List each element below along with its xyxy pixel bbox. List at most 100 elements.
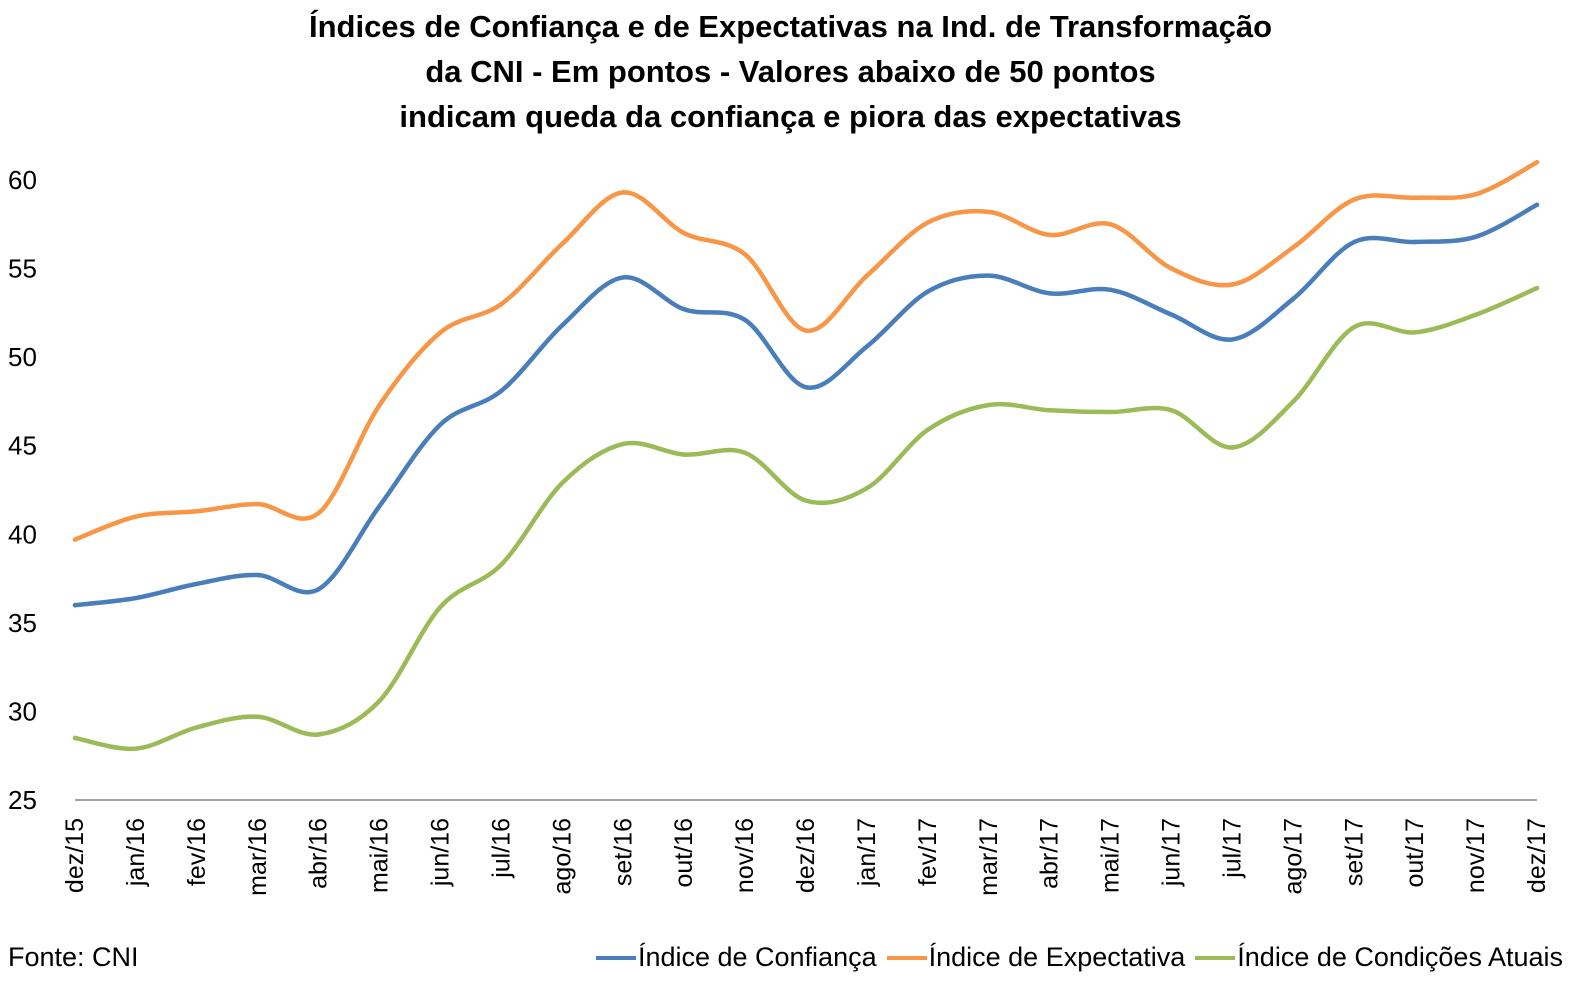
legend-swatch-confianca <box>595 955 636 960</box>
chart-title-line-3: indicam queda da confiança e piora das e… <box>399 99 1182 134</box>
y-tick-label: 25 <box>8 785 37 815</box>
series-1-point <box>1108 222 1113 227</box>
series-0-point <box>1169 312 1174 317</box>
y-tick-label: 40 <box>8 519 37 549</box>
y-tick-label: 30 <box>8 696 37 726</box>
series-0-point <box>438 422 443 427</box>
series-0-point <box>1291 296 1296 301</box>
x-tick-label: mar/16 <box>244 818 272 896</box>
series-2-point <box>1108 409 1113 415</box>
series-0-point <box>1047 291 1052 296</box>
series-0-point <box>1412 239 1418 245</box>
series-1-point <box>1412 195 1418 200</box>
series-0-point <box>1473 234 1479 239</box>
x-tick-label: nov/16 <box>731 818 759 893</box>
x-tick-label: jan/17 <box>853 818 881 887</box>
series-2-point <box>1352 324 1357 330</box>
chart-title-line-2: da CNI - Em pontos - Valores abaixo de 5… <box>425 54 1156 89</box>
series-2-point <box>438 604 443 610</box>
series-1-point <box>194 509 200 514</box>
series-1-point <box>316 510 321 516</box>
series-0-point <box>1534 202 1540 207</box>
series-2-point <box>986 402 991 408</box>
series-2-point <box>681 452 687 457</box>
series-2-point <box>925 427 931 432</box>
legend-label-confianca: Índice de Confiança <box>637 942 877 972</box>
series-2-point <box>560 480 565 486</box>
x-axis: dez/15 jan/16 fev/16 mar/16 abr/16 mai/16 jun/… <box>61 799 1551 896</box>
y-tick-label: 60 <box>8 165 37 195</box>
series-2-point <box>1473 312 1479 317</box>
series-1-point <box>1047 232 1052 238</box>
x-tick-label: jun/17 <box>1158 818 1186 887</box>
series-0-point <box>1230 337 1235 342</box>
y-axis: 25 30 35 40 45 50 55 60 <box>8 165 37 815</box>
x-tick-label: mai/16 <box>366 818 394 893</box>
legend: Índice de Confiança Índice de Expectativ… <box>595 942 1563 973</box>
x-tick-label: mai/17 <box>1097 818 1125 893</box>
legend-label-expectativa: Índice de Expectativa <box>928 942 1186 972</box>
x-tick-label: ago/16 <box>548 818 576 894</box>
series-0-point <box>621 275 626 280</box>
x-tick-label: jan/16 <box>122 818 150 887</box>
series-2-point <box>255 714 260 719</box>
series-line-1 <box>72 160 1540 542</box>
series-0-point <box>133 595 139 601</box>
series-1-point <box>621 190 626 195</box>
series-layer <box>72 160 1540 752</box>
legend-swatch-expectativa <box>886 955 927 960</box>
legend-item-confianca: Índice de Confiança <box>595 942 877 973</box>
y-tick-label: 45 <box>8 431 37 461</box>
series-1-point <box>803 328 809 333</box>
series-2-point <box>377 698 382 703</box>
series-2-point <box>803 498 809 503</box>
series-1-point <box>377 402 382 408</box>
series-2-point <box>864 486 870 491</box>
series-1-point <box>255 501 260 507</box>
series-line-0 <box>72 202 1540 608</box>
x-tick-label: mar/17 <box>975 818 1003 896</box>
series-1-point <box>1352 197 1357 202</box>
series-0-point <box>255 572 260 578</box>
series-0-point <box>377 503 382 509</box>
series-0-point <box>986 273 991 278</box>
y-tick-label: 35 <box>8 608 37 638</box>
x-tick-label: jul/17 <box>1218 818 1246 879</box>
x-tick-label: fev/17 <box>914 818 942 886</box>
series-2-point <box>1230 445 1235 450</box>
series-2-point <box>1169 408 1174 413</box>
series-2-point <box>316 732 321 737</box>
series-1-point <box>133 514 139 519</box>
x-tick-label: ago/17 <box>1279 818 1307 894</box>
x-tick-label: out/16 <box>670 818 698 888</box>
series-1-point <box>1230 282 1235 287</box>
y-tick-label: 50 <box>8 342 37 372</box>
x-tick-label: dez/15 <box>61 818 89 893</box>
legend-item-expectativa: Índice de Expectativa <box>886 942 1186 973</box>
series-0-point <box>1108 287 1113 293</box>
series-1-point <box>1169 266 1174 271</box>
x-tick-label: out/17 <box>1401 818 1429 888</box>
series-0-point <box>681 307 687 312</box>
x-tick-label: nov/17 <box>1462 818 1490 893</box>
x-tick-label: set/17 <box>1340 818 1368 886</box>
series-0-point <box>742 317 748 323</box>
series-1-point <box>438 330 443 335</box>
series-0-point <box>1352 239 1357 245</box>
y-tick-label: 55 <box>8 254 37 284</box>
series-0-point <box>925 289 931 294</box>
series-1-point <box>499 301 504 307</box>
series-2-point <box>1412 330 1418 335</box>
source-note: Fonte: CNI <box>8 942 139 972</box>
x-tick-label: jul/16 <box>487 818 515 879</box>
series-1-point <box>72 537 78 542</box>
series-1-point <box>864 273 870 278</box>
legend-item-condicoes-atuais: Índice de Condições Atuais <box>1195 942 1563 973</box>
series-0-point <box>194 581 200 587</box>
legend-label-condicoes-atuais: Índice de Condições Atuais <box>1237 942 1563 972</box>
series-0-point <box>803 385 809 390</box>
series-0-point <box>316 587 321 592</box>
series-1-point <box>925 220 931 225</box>
chart-title-line-1: Índices de Confiança e de Expectativas n… <box>308 9 1273 44</box>
